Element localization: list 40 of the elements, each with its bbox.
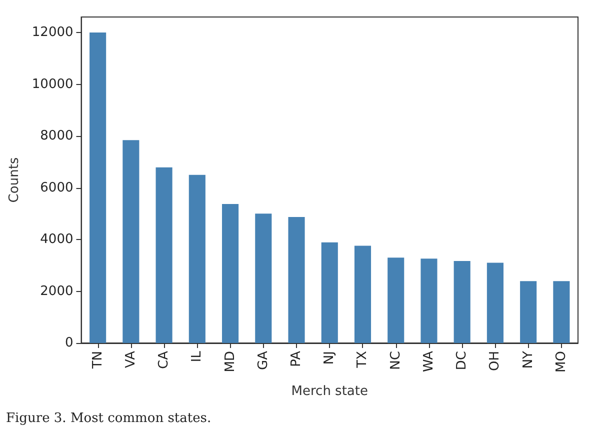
x-tick-label: PA [289, 350, 304, 367]
y-tick-label: 8000 [40, 128, 74, 144]
x-tick-label: MD [222, 351, 238, 372]
bar [553, 281, 570, 343]
bar [321, 242, 338, 343]
x-tick-label: NJ [322, 351, 338, 365]
x-tick-label: CA [156, 350, 172, 369]
bar [354, 246, 372, 343]
x-tick-label: GA [256, 350, 271, 370]
x-tick-label: TN [90, 351, 106, 370]
bar [288, 217, 305, 343]
bar [486, 262, 504, 343]
bar [520, 281, 537, 343]
y-tick-label: 10000 [32, 76, 74, 92]
bar [188, 174, 206, 343]
bar [90, 32, 106, 343]
x-tick-label: OH [488, 351, 503, 372]
y-tick-label: 2000 [40, 284, 74, 299]
y-tick-label: 4000 [40, 232, 74, 248]
x-axis-title: Merch state [291, 384, 368, 399]
x-tick-label: WA [421, 350, 436, 372]
bar [454, 260, 470, 343]
bar [420, 258, 438, 343]
x-tick-label: VA [123, 350, 138, 368]
y-axis-title: Counts [7, 157, 22, 203]
y-tick-label: 6000 [40, 180, 74, 196]
x-tick-label: TX [355, 350, 370, 369]
x-tick-label: NC [388, 351, 404, 370]
bar [222, 204, 239, 343]
x-tick-label: NY [520, 350, 536, 369]
x-tick-label: MO [554, 351, 569, 372]
x-tick-label: DC [454, 351, 470, 370]
bar [255, 214, 272, 343]
bar [156, 167, 172, 343]
y-tick-label: 12000 [32, 25, 74, 40]
caption: Figure 3. Most common states. [6, 411, 212, 426]
bar [388, 258, 404, 343]
y-tick-label: 0 [64, 336, 74, 350]
x-tick-label: IL [190, 350, 205, 362]
bar [122, 140, 140, 343]
